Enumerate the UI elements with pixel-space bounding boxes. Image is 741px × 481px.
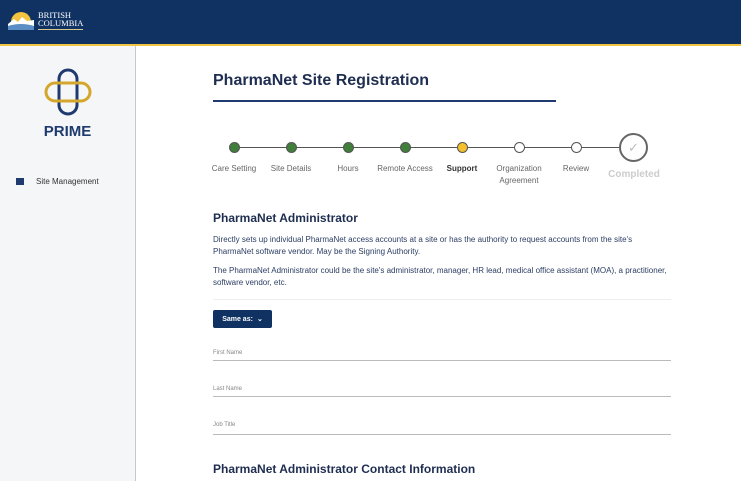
job-title-field[interactable]: Job Title: [213, 413, 671, 435]
prime-logo-icon: [44, 68, 92, 116]
logo-text: BRITISH: [38, 9, 72, 20]
sun-mountain-icon: [8, 12, 34, 30]
page-title: PharmaNet Site Registration: [213, 72, 430, 89]
step-label[interactable]: Remote Access: [377, 164, 433, 173]
sidebar-item-label: Site Management: [36, 177, 99, 186]
section-description: The PharmaNet Administrator could be the…: [213, 266, 667, 287]
same-as-button[interactable]: Same as: ⌄: [213, 310, 272, 328]
app-name: PRIME: [43, 123, 92, 140]
section-description: Directly sets up individual PharmaNet ac…: [213, 235, 633, 256]
divider: [213, 299, 671, 300]
step-label[interactable]: Hours: [337, 164, 359, 173]
step-pending-dot[interactable]: [514, 142, 525, 153]
store-icon: [16, 178, 24, 185]
step-label-completed: Completed: [608, 169, 660, 180]
sidebar-item-site-management[interactable]: Site Management: [16, 177, 99, 186]
step-complete-dot[interactable]: [400, 142, 411, 153]
first-name-field[interactable]: First Name: [213, 341, 671, 361]
chevron-down-icon: ⌄: [256, 316, 263, 323]
section-title: PharmaNet Administrator Contact Informat…: [213, 462, 476, 476]
logo-text: COLUMBIA: [38, 18, 84, 28]
completed-step-icon: ✓: [619, 133, 648, 162]
bc-gov-logo[interactable]: BRITISH COLUMBIA: [8, 9, 84, 30]
section-title: PharmaNet Administrator: [213, 211, 358, 225]
title-underline: [213, 100, 556, 102]
same-as-label: Same as:: [222, 315, 253, 323]
header: BRITISH COLUMBIA: [0, 0, 741, 46]
step-label[interactable]: Site Details: [270, 164, 312, 173]
step-complete-dot[interactable]: [286, 142, 297, 153]
sidebar: PRIME Site Management: [0, 46, 136, 481]
step-label[interactable]: Care Setting: [211, 164, 257, 173]
step-label[interactable]: Organization Agreement: [496, 164, 542, 185]
step-label[interactable]: Review: [562, 164, 590, 173]
last-name-field[interactable]: Last Name: [213, 377, 671, 397]
step-complete-dot[interactable]: [229, 142, 240, 153]
field-label: Last Name: [213, 386, 243, 392]
step-label[interactable]: Support: [446, 164, 478, 173]
field-label: Job Title: [213, 422, 236, 428]
step-pending-dot[interactable]: [571, 142, 582, 153]
stepper-track: [234, 147, 624, 148]
step-complete-dot[interactable]: [343, 142, 354, 153]
field-label: First Name: [213, 350, 243, 356]
step-current-dot[interactable]: [457, 142, 468, 153]
